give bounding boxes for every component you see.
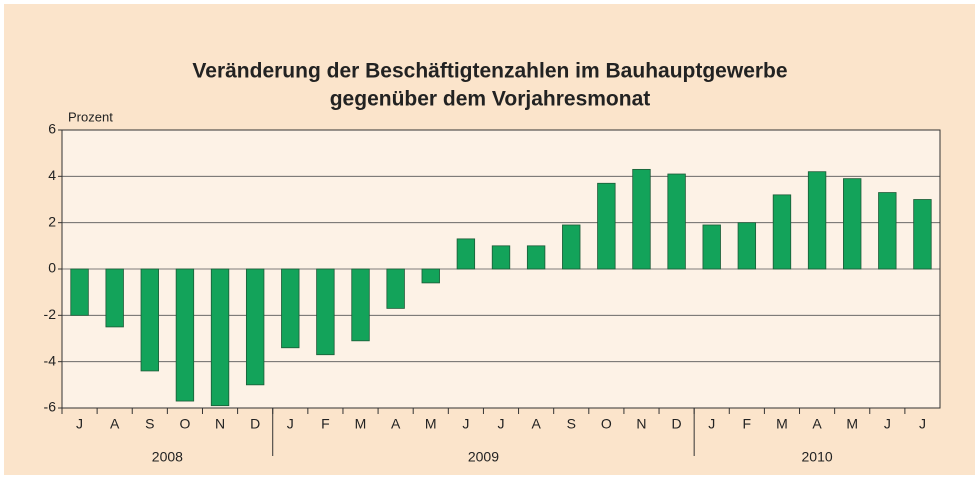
bar [210, 268, 230, 407]
x-tick-label: M [846, 416, 858, 432]
x-tick-label: O [601, 416, 612, 432]
bar [351, 268, 370, 342]
y-tick-label: 2 [48, 213, 56, 229]
y-tick-label: -4 [44, 352, 57, 368]
y-tick-label: 4 [48, 167, 56, 183]
x-tick-label: A [531, 416, 541, 432]
x-tick-label: J [919, 416, 926, 432]
plot-frame [61, 129, 941, 409]
bar [772, 194, 792, 270]
x-tick-label: A [812, 416, 822, 432]
x-tick-label: N [215, 416, 225, 432]
bar [245, 268, 265, 386]
x-tick-label: J [884, 416, 891, 432]
bar [105, 268, 124, 328]
bar [421, 268, 440, 284]
bar [807, 171, 827, 270]
x-tick-label: N [636, 416, 646, 432]
bar [597, 182, 616, 270]
x-tick-label: M [425, 416, 437, 432]
x-group-label: 2010 [802, 449, 833, 465]
x-tick-label: F [743, 416, 752, 432]
y-tick-label: -2 [44, 306, 57, 322]
y-axis-label: Prozent [68, 109, 113, 124]
bar [316, 268, 335, 356]
y-tick-label: 6 [48, 121, 56, 137]
bar [702, 224, 721, 270]
x-tick-label: M [355, 416, 367, 432]
x-tick-label: O [179, 416, 190, 432]
x-group-label: 2009 [468, 449, 499, 465]
x-tick-label: D [250, 416, 260, 432]
bar [526, 245, 546, 270]
x-tick-label: J [498, 416, 505, 432]
bar [562, 224, 581, 270]
bar [386, 268, 405, 309]
x-tick-label: J [76, 416, 83, 432]
y-tick-label: -6 [44, 399, 57, 415]
bar [140, 268, 159, 372]
y-tick-label: 0 [48, 260, 56, 276]
x-tick-label: J [287, 416, 294, 432]
bar [491, 245, 511, 270]
x-tick-label: D [672, 416, 682, 432]
bar [281, 268, 300, 349]
bar [843, 178, 862, 270]
x-tick-label: M [776, 416, 788, 432]
chart-title: Veränderung der Beschäftigtenzahlen im B… [192, 60, 787, 83]
bar [878, 192, 897, 270]
x-tick-label: S [145, 416, 154, 432]
bar [737, 222, 757, 270]
x-tick-label: J [462, 416, 469, 432]
x-tick-label: S [567, 416, 576, 432]
x-group-label: 2008 [152, 449, 183, 465]
x-tick-label: A [110, 416, 120, 432]
x-tick-label: J [708, 416, 715, 432]
bar [632, 168, 651, 270]
bar [70, 268, 89, 316]
bar [456, 238, 476, 270]
bar [175, 268, 195, 402]
x-tick-label: F [321, 416, 330, 432]
chart-title: gegenüber dem Vorjahresmonat [330, 88, 651, 111]
bar [667, 173, 686, 270]
x-tick-label: A [391, 416, 401, 432]
bar [913, 199, 932, 270]
